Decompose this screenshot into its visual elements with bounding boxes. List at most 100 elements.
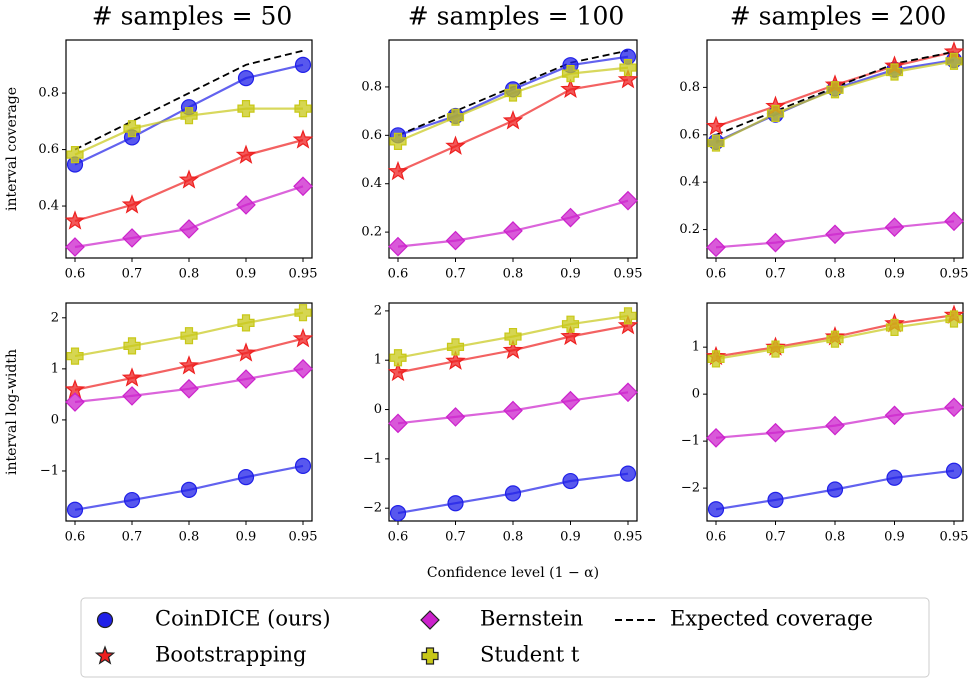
marker-star bbox=[121, 194, 143, 214]
marker-diamond bbox=[618, 382, 638, 403]
x-tick-label: 0.6 bbox=[706, 267, 727, 282]
marker-diamond bbox=[944, 211, 964, 232]
y-tick-label: −2 bbox=[363, 501, 382, 516]
y-tick-label: 0.2 bbox=[361, 225, 382, 240]
marker-diamond bbox=[765, 422, 786, 443]
marker-plus bbox=[561, 315, 580, 333]
marker-plus bbox=[294, 304, 312, 322]
marker-diamond bbox=[236, 369, 256, 389]
x-tick-label: 0.7 bbox=[445, 530, 466, 545]
marker-plus bbox=[945, 52, 963, 70]
marker-diamond bbox=[825, 224, 845, 245]
x-tick-label: 0.9 bbox=[884, 530, 905, 545]
marker-star bbox=[121, 367, 143, 387]
x-tick-label: 0.6 bbox=[706, 530, 727, 545]
y-tick-label: 0 bbox=[692, 387, 700, 402]
marker-plus bbox=[446, 338, 465, 356]
marker-plus bbox=[123, 120, 141, 138]
marker-diamond bbox=[445, 407, 466, 427]
marker-star bbox=[502, 339, 524, 359]
marker-circle bbox=[237, 70, 255, 87]
marker-diamond bbox=[706, 237, 726, 258]
marker-plus bbox=[826, 330, 844, 348]
marker-plus bbox=[885, 63, 904, 81]
y-tick-label: 2 bbox=[374, 303, 382, 318]
x-tick-label: 0.9 bbox=[236, 267, 257, 282]
marker-circle bbox=[707, 501, 725, 518]
marker-plus bbox=[885, 318, 904, 337]
marker-plus bbox=[66, 347, 84, 365]
marker-circle bbox=[66, 501, 84, 518]
marker-diamond bbox=[884, 405, 905, 426]
marker-diamond bbox=[884, 217, 905, 238]
marker-star bbox=[617, 68, 639, 89]
x-tick-label: 0.7 bbox=[765, 530, 786, 545]
x-tick-label: 0.95 bbox=[289, 530, 318, 545]
x-tick-label: 0.95 bbox=[614, 530, 643, 545]
y-axis-label: interval log-width bbox=[4, 349, 20, 475]
marker-plus bbox=[446, 108, 465, 126]
x-tick-label: 0.7 bbox=[122, 530, 143, 545]
marker-diamond bbox=[706, 427, 726, 448]
marker-star bbox=[560, 78, 581, 98]
x-tick-label: 0.8 bbox=[825, 530, 846, 545]
marker-diamond bbox=[388, 236, 408, 257]
x-tick-label: 0.95 bbox=[614, 267, 643, 282]
x-tick-label: 0.95 bbox=[940, 267, 969, 282]
legend-label: Bernstein bbox=[480, 607, 583, 631]
x-tick-label: 0.7 bbox=[122, 267, 143, 282]
marker-plus bbox=[123, 337, 141, 355]
y-tick-label: −2 bbox=[681, 481, 700, 496]
marker-circle bbox=[447, 495, 464, 512]
y-tick-label: 0.2 bbox=[679, 222, 700, 237]
marker-plus bbox=[294, 100, 312, 118]
reference-line bbox=[715, 50, 955, 136]
marker-star bbox=[445, 350, 466, 370]
series-line bbox=[715, 60, 955, 145]
marker-star bbox=[387, 160, 409, 181]
marker-star bbox=[705, 115, 727, 136]
subplot-title: # samples = 200 bbox=[730, 2, 947, 31]
marker-plus bbox=[237, 100, 255, 118]
marker-circle bbox=[619, 465, 637, 482]
marker-diamond bbox=[236, 195, 256, 215]
marker-diamond bbox=[179, 219, 199, 239]
marker-plus bbox=[389, 132, 407, 150]
marker-plus bbox=[180, 107, 198, 125]
marker-circle bbox=[504, 485, 522, 502]
y-tick-label: 2 bbox=[51, 310, 59, 325]
x-tick-label: 0.95 bbox=[940, 530, 969, 545]
marker-plus bbox=[66, 146, 84, 164]
x-tick-label: 0.7 bbox=[445, 267, 466, 282]
y-axis-label: interval coverage bbox=[4, 87, 20, 211]
marker-circle bbox=[294, 56, 312, 73]
x-tick-label: 0.8 bbox=[825, 267, 846, 282]
marker-star bbox=[617, 314, 639, 335]
marker-star bbox=[560, 325, 581, 346]
marker-plus bbox=[237, 314, 255, 332]
marker-circle bbox=[826, 481, 844, 498]
marker-star bbox=[292, 327, 314, 348]
marker-plus bbox=[945, 310, 963, 328]
marker-circle bbox=[389, 505, 407, 522]
marker-star bbox=[64, 210, 86, 230]
marker-diamond bbox=[618, 190, 638, 211]
series-line bbox=[715, 59, 955, 143]
marker-plus bbox=[619, 58, 637, 77]
legend-label: Bootstrapping bbox=[155, 643, 307, 667]
y-tick-label: 1 bbox=[692, 340, 700, 355]
marker-plus bbox=[707, 350, 725, 368]
x-tick-label: 0.7 bbox=[765, 267, 786, 282]
x-tick-label: 0.6 bbox=[65, 530, 86, 545]
marker-circle bbox=[237, 468, 255, 486]
y-tick-label: 0.8 bbox=[361, 79, 382, 94]
marker-diamond bbox=[944, 397, 964, 418]
legend-label: Student t bbox=[480, 643, 580, 667]
marker-star bbox=[445, 135, 466, 155]
marker-diamond bbox=[445, 230, 466, 251]
y-tick-label: 0 bbox=[51, 412, 59, 427]
marker-plus bbox=[707, 134, 725, 152]
x-tick-label: 0.9 bbox=[560, 267, 581, 282]
marker-plus bbox=[504, 327, 522, 346]
